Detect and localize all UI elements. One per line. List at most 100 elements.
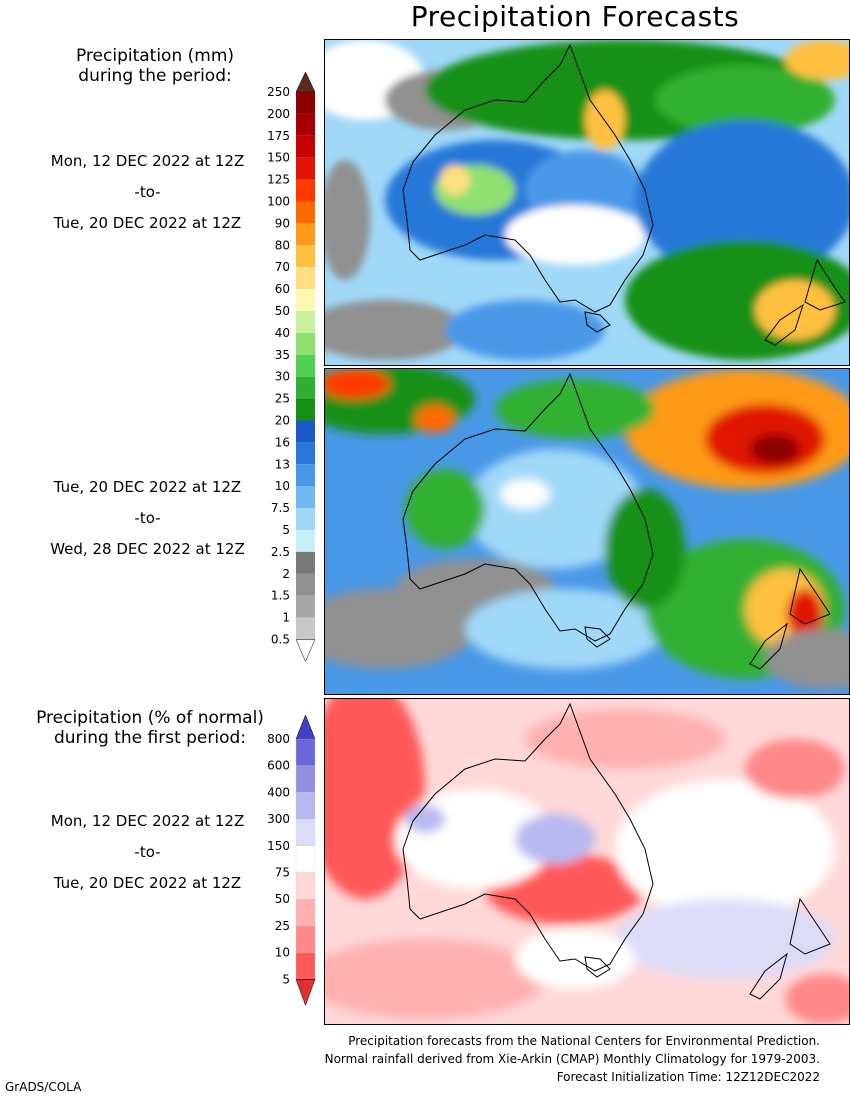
map-panel-period-2 bbox=[324, 368, 850, 695]
pct-colorbar-tick: 10 bbox=[275, 946, 290, 960]
precip-colorbar-tick: 50 bbox=[275, 304, 290, 318]
precip-colorbar-swatch bbox=[296, 245, 315, 268]
precip-colorbar-swatch bbox=[296, 398, 315, 421]
pct-colorbar-swatch bbox=[295, 765, 316, 793]
pct-colorbar-tick: 800 bbox=[267, 732, 290, 746]
footnote-line3: Forecast Initialization Time: 12Z12DEC20… bbox=[556, 1070, 820, 1084]
precip-colorbar-tick: 200 bbox=[267, 107, 290, 121]
pct-colorbar-swatch bbox=[295, 792, 316, 820]
precip-colorbar-swatch bbox=[296, 530, 315, 552]
precip-colorbar-swatch bbox=[296, 267, 315, 290]
grads-credit: GrADS/COLA bbox=[5, 1080, 82, 1094]
precip-colorbar-swatch bbox=[296, 551, 315, 574]
pct-colorbar-swatch bbox=[295, 872, 316, 900]
precip-colorbar-tick: 5 bbox=[282, 523, 290, 537]
precip-colorbar-swatch bbox=[296, 420, 315, 443]
precip-colorbar-swatch bbox=[296, 179, 315, 202]
pct-colorbar-bottom-arrow bbox=[295, 979, 316, 1007]
precip-colorbar-tick: 60 bbox=[275, 282, 290, 296]
precip-colorbar-swatch bbox=[296, 376, 315, 399]
pct-colorbar-swatch bbox=[295, 925, 316, 953]
precip-colorbar-tick: 1.5 bbox=[271, 589, 290, 603]
precip-colorbar-tick: 1 bbox=[282, 611, 290, 625]
period-1-end: Tue, 20 DEC 2022 at 12Z bbox=[53, 214, 242, 232]
precip-colorbar-tick: 0.5 bbox=[271, 633, 290, 647]
precip-colorbar-swatch bbox=[296, 464, 315, 487]
precip-colorbar-swatch bbox=[296, 508, 315, 530]
precip-colorbar-tick: 35 bbox=[275, 348, 290, 362]
precip-colorbar-tick: 70 bbox=[275, 260, 290, 274]
precip-colorbar-tick: 2.5 bbox=[271, 545, 290, 559]
percent-normal-map bbox=[325, 699, 849, 1024]
map-panel-percent-normal bbox=[324, 698, 850, 1025]
footnotes: Precipitation forecasts from the Nationa… bbox=[325, 1032, 820, 1086]
precip-colorbar-tick: 80 bbox=[275, 238, 290, 252]
precip-legend-heading: Precipitation (mm) during the period: bbox=[50, 46, 260, 86]
precip-colorbar-swatch bbox=[296, 92, 315, 114]
pct-colorbar-swatch bbox=[295, 952, 316, 980]
precip-colorbar-swatch bbox=[296, 223, 315, 246]
period-2-start: Tue, 20 DEC 2022 at 12Z bbox=[53, 478, 242, 496]
period-1-to: -to- bbox=[134, 183, 161, 201]
precip-colorbar-top-arrow bbox=[295, 71, 316, 93]
precip-colorbar-tick: 40 bbox=[275, 326, 290, 340]
precip-colorbar-swatch bbox=[296, 442, 315, 465]
precip-colorbar-bottom-arrow bbox=[295, 639, 316, 663]
precip-colorbar-tick: 16 bbox=[275, 435, 290, 449]
page-title: Precipitation Forecasts bbox=[410, 0, 740, 33]
precip-colorbar-swatch bbox=[296, 311, 315, 333]
precip-colorbar-swatch bbox=[296, 486, 315, 509]
precip-colorbar-tick: 150 bbox=[267, 151, 290, 165]
precip-colorbar-tick: 100 bbox=[267, 195, 290, 209]
pct-colorbar: 800 600 400 300 150 75 50 25 10 5 bbox=[267, 714, 316, 1007]
period-3-label: Mon, 12 DEC 2022 at 12Z -to- Tue, 20 DEC… bbox=[30, 812, 265, 892]
precip-colorbar-tick: 25 bbox=[275, 392, 290, 406]
precip-map-2 bbox=[325, 369, 849, 694]
period-2-to: -to- bbox=[134, 509, 161, 527]
pct-colorbar-tick: 150 bbox=[267, 839, 290, 853]
pct-colorbar-tick: 50 bbox=[275, 892, 290, 906]
pct-colorbar-top-arrow bbox=[295, 714, 316, 740]
pct-colorbar-tick: 600 bbox=[267, 759, 290, 773]
precip-legend-heading-line1: Precipitation (mm) bbox=[75, 46, 235, 66]
pct-legend-heading: Precipitation (% of normal) during the f… bbox=[15, 708, 285, 748]
map-panel-period-1 bbox=[324, 39, 850, 366]
precip-legend-heading-line2: during the period: bbox=[78, 66, 232, 86]
pct-colorbar-tick: 300 bbox=[267, 812, 290, 826]
precip-colorbar-tick: 175 bbox=[267, 129, 290, 143]
period-3-to: -to- bbox=[134, 843, 161, 861]
pct-legend-heading-line2: during the first period: bbox=[53, 728, 247, 748]
precip-colorbar-tick: 90 bbox=[275, 216, 290, 230]
precip-colorbar-swatch bbox=[296, 157, 315, 180]
precip-colorbar-swatch bbox=[296, 135, 315, 158]
precip-colorbar-tick: 125 bbox=[267, 173, 290, 187]
precip-colorbar-swatch bbox=[296, 354, 315, 377]
precip-colorbar-swatch bbox=[296, 617, 315, 640]
precip-colorbar-tick: 20 bbox=[275, 414, 290, 428]
period-1-start: Mon, 12 DEC 2022 at 12Z bbox=[50, 152, 245, 170]
pct-colorbar-swatch bbox=[295, 738, 316, 766]
period-1-label: Mon, 12 DEC 2022 at 12Z -to- Tue, 20 DEC… bbox=[30, 152, 265, 232]
precip-colorbar-tick: 2 bbox=[282, 567, 290, 581]
precip-map-1 bbox=[325, 40, 849, 365]
pct-colorbar-tick: 5 bbox=[282, 972, 290, 986]
pct-colorbar-tick: 75 bbox=[275, 866, 290, 880]
precip-colorbar: 2502001751501251009080706050403530252016… bbox=[267, 71, 316, 663]
precip-colorbar-swatch bbox=[296, 113, 315, 136]
precip-colorbar-tick: 10 bbox=[275, 479, 290, 493]
precip-colorbar-tick: 13 bbox=[275, 457, 290, 471]
footnote-line2: Normal rainfall derived from Xie-Arkin (… bbox=[324, 1052, 820, 1066]
precip-colorbar-swatch bbox=[296, 201, 315, 224]
pct-colorbar-tick: 25 bbox=[275, 919, 290, 933]
pct-colorbar-swatch bbox=[295, 899, 316, 927]
precip-colorbar-tick: 7.5 bbox=[271, 501, 290, 515]
pct-legend-heading-line1: Precipitation (% of normal) bbox=[36, 708, 264, 728]
footnote-line1: Precipitation forecasts from the Nationa… bbox=[348, 1034, 820, 1048]
pct-colorbar-swatch bbox=[295, 845, 316, 873]
period-3-start: Mon, 12 DEC 2022 at 12Z bbox=[50, 812, 245, 830]
precip-colorbar-tick: 30 bbox=[275, 370, 290, 384]
pct-colorbar-swatch bbox=[295, 818, 316, 846]
precip-colorbar-tick: 250 bbox=[267, 85, 290, 99]
precip-colorbar-swatch bbox=[296, 573, 315, 596]
precip-colorbar-swatch bbox=[296, 595, 315, 618]
